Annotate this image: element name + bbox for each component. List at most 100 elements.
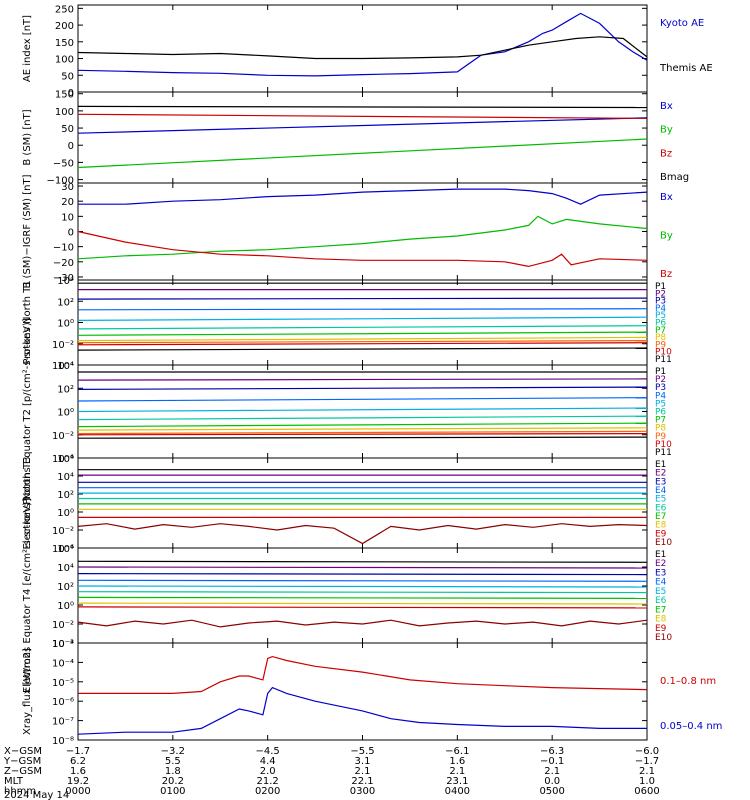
y-tick-label: 50 (61, 71, 74, 82)
axis-tick-label: 2.0 (260, 766, 276, 777)
axis-row-label: MLT (4, 776, 24, 787)
series-line-e1 (77, 560, 648, 563)
y-tick-label: 10⁻² (52, 620, 74, 631)
series-line-e10 (77, 523, 648, 545)
series-line-p3 (77, 297, 648, 300)
axis-tick-label: 19.2 (67, 776, 89, 787)
y-tick-label: 10⁴ (57, 472, 74, 483)
legend-e2: E2 (655, 469, 666, 479)
axis-tick-label: −1.7 (66, 746, 90, 757)
legend-p1: P1 (655, 367, 666, 377)
axis-tick-label: −1.7 (635, 756, 659, 767)
series-line-p8 (77, 336, 648, 342)
series-line-e10 (77, 619, 648, 628)
axis-tick-label: 0200 (255, 786, 280, 797)
legend-p11: P11 (655, 355, 672, 365)
axis-row-label: hhmm (4, 786, 36, 797)
legend-p4: P4 (655, 304, 666, 314)
legend-p1: P1 (655, 282, 666, 292)
series-line-bx (78, 188, 648, 205)
legend-e9: E9 (655, 624, 667, 634)
legend-e7: E7 (655, 512, 666, 522)
series-line-0-1-0-8-nm (78, 655, 648, 694)
legend-e6: E6 (655, 503, 667, 513)
series-line-by (77, 138, 648, 169)
axis-tick-label: 22.1 (351, 776, 373, 787)
legend-bx: Bx (660, 101, 673, 112)
y-tick-label: 10⁰ (57, 508, 74, 519)
axis-tick-label: 0300 (350, 786, 375, 797)
y-tick-label: 150 (55, 90, 74, 101)
series-line-e5 (77, 585, 648, 588)
panel-6: 10⁻⁴ 10⁻² 10⁰ 10² 10⁴ 10⁶ Electrons North T3 E1… (22, 454, 672, 555)
series-line-p5 (77, 407, 648, 413)
axis-tick-label: 1.8 (165, 766, 181, 777)
axis-tick-label: 0.0 (544, 776, 560, 787)
axis-tick-label: 2.1 (355, 766, 371, 777)
series-line-e7 (77, 596, 648, 599)
y-tick-label: −20 (53, 258, 74, 269)
series-line-p10 (77, 433, 648, 436)
y-tick-label: −100 (47, 176, 74, 187)
y-tick-label: 10⁻⁶ (52, 697, 74, 708)
axis-row-label: Z−GSM (4, 766, 42, 777)
y-axis-label: AE index [nT] (22, 15, 33, 82)
axis-tick-label: 21.2 (257, 776, 279, 787)
series-line-p7 (77, 422, 648, 428)
series-line-p2 (77, 378, 648, 381)
axis-tick-label: −4.5 (256, 746, 280, 757)
legend-p9: P9 (655, 340, 666, 350)
series-line-p11 (77, 347, 648, 351)
legend-e10: E10 (655, 538, 672, 548)
legend-by: By (660, 125, 673, 136)
axis-tick-label: −6.1 (445, 746, 469, 757)
axis-tick-label: −6.3 (540, 746, 564, 757)
axis-tick-label: 0500 (539, 786, 564, 797)
legend-e4: E4 (655, 486, 667, 496)
legend-p5: P5 (655, 399, 666, 409)
axis-tick-label: −6.0 (635, 746, 659, 757)
series-line-by (77, 215, 648, 260)
axis-tick-label: −5.5 (350, 746, 374, 757)
y-tick-label: 10⁻⁴ (52, 544, 74, 555)
axis-tick-label: 2.1 (639, 766, 655, 777)
series-line-p9 (77, 340, 648, 344)
legend-e3: E3 (655, 568, 666, 578)
y-tick-label: 10⁰ (57, 319, 74, 330)
series-line-p9 (77, 430, 648, 435)
series-line-p7 (77, 331, 648, 336)
legend-p2: P2 (655, 375, 666, 385)
panel-frame (77, 182, 648, 281)
series-line-p6 (77, 415, 648, 421)
legend-p6: P6 (655, 408, 666, 418)
date-label: 2024 May 14 (4, 790, 69, 800)
legend-p3: P3 (655, 297, 666, 307)
y-axis-label: Electrons North T3 (22, 456, 33, 549)
y-tick-label: 10 (61, 212, 74, 223)
panel-7: 10⁻⁴ 10⁻² 10⁰ 10² 10⁴ 10⁶ Electrons Equator T4… (22, 498, 672, 693)
series-line-e3 (77, 573, 648, 576)
legend-p10: P10 (655, 348, 672, 358)
axis-tick-label: 5.5 (165, 756, 181, 767)
axis-row-label: X−GSM (4, 746, 42, 757)
series-line-bmag (77, 105, 648, 109)
series-line-p8 (77, 427, 648, 431)
y-tick-label: 0 (68, 141, 74, 152)
legend-themis-ae: Themis AE (659, 63, 713, 74)
legend-p8: P8 (655, 424, 666, 434)
panel-1: 0 50 100 150 200 250 AE index [nT] Kyoto AE Them… (22, 4, 713, 99)
y-tick-label: 10⁻⁴ (52, 361, 74, 372)
y-tick-label: 10⁻³ (52, 639, 74, 650)
y-tick-label: 10⁴ (57, 361, 74, 372)
legend-p4: P4 (655, 391, 666, 401)
series-line-p4 (77, 397, 648, 402)
legend-e3: E3 (655, 477, 666, 487)
legend-p6: P6 (655, 319, 666, 329)
panel-frame (77, 279, 648, 366)
axis-tick-label: 20.2 (162, 776, 184, 787)
legend-e4: E4 (655, 578, 667, 588)
legend-0-1-0-8-nm: 0.1–0.8 nm (660, 676, 716, 687)
legend-e9: E9 (655, 529, 667, 539)
